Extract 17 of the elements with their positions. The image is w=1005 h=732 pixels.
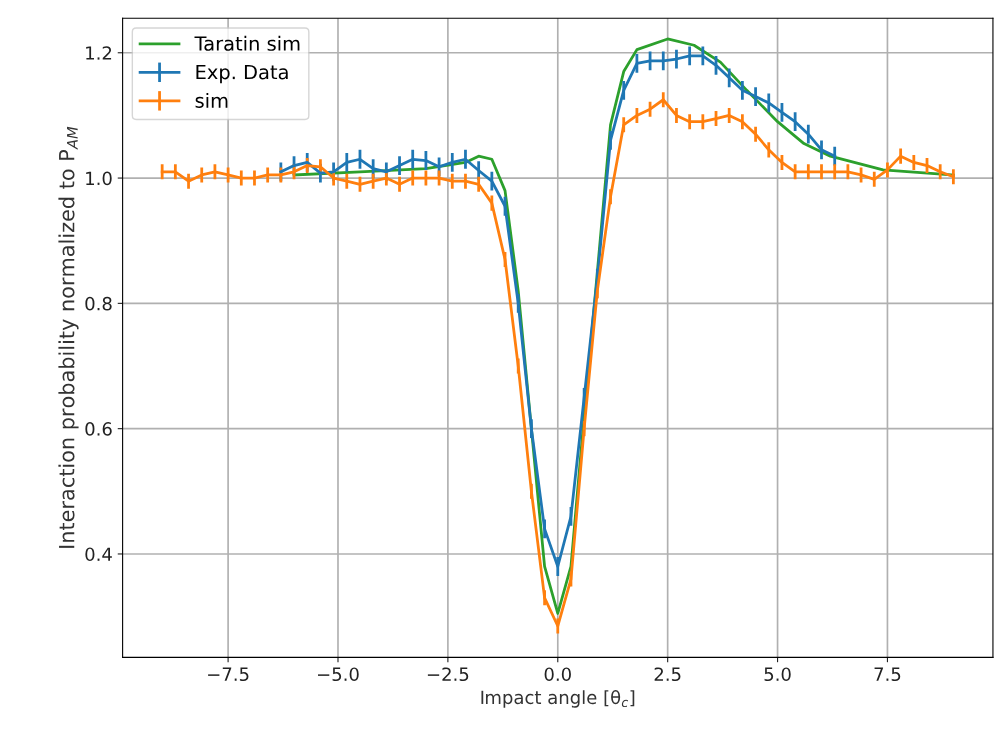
y-tick-label: 0.8: [85, 296, 112, 311]
y-tick-label: 1.0: [86, 171, 112, 186]
y-tick-label: 0.6: [85, 422, 112, 436]
legend-label: sim: [195, 92, 228, 108]
x-tick-label: 0.0: [544, 667, 571, 682]
y-axis-title: Interaction probability normalized to P$_{AM}$: [58, 126, 79, 548]
x-axis-title: Impact angle [θ$_{c}$]: [481, 690, 635, 708]
x-tick-label: −5.0: [317, 667, 359, 682]
legend-label: Exp. Data: [196, 64, 288, 84]
x-tick-label: −2.5: [427, 667, 469, 682]
x-tick-label: 2.5: [654, 667, 681, 682]
x-tick-label: 7.5: [874, 667, 901, 682]
x-tick-label: 5.0: [764, 667, 791, 682]
y-tick-label: 0.4: [85, 547, 112, 562]
x-tick-label: −7.5: [208, 667, 249, 682]
legend-label: Taratin sim: [194, 35, 300, 51]
y-tick-label: 1.2: [86, 46, 112, 60]
